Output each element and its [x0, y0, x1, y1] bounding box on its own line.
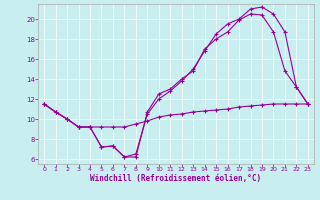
X-axis label: Windchill (Refroidissement éolien,°C): Windchill (Refroidissement éolien,°C)	[91, 174, 261, 183]
